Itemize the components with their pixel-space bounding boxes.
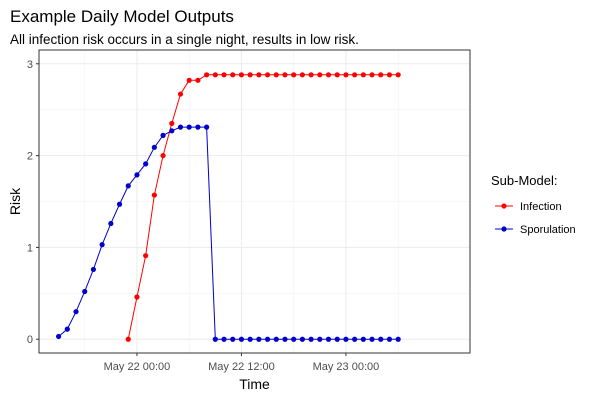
y-tick-label: 2: [27, 151, 33, 163]
infection-point: [160, 152, 166, 159]
infection-point: [221, 72, 227, 78]
infection-point: [204, 72, 210, 78]
infection-point: [299, 72, 305, 78]
infection-point: [143, 253, 149, 259]
infection-point: [282, 72, 288, 78]
infection-point: [395, 72, 401, 78]
series-layer: [55, 72, 401, 342]
sporulation-series-line: [58, 126, 399, 340]
infection-point: [134, 294, 140, 300]
grid-lines: [39, 50, 470, 353]
x-axis-title: Time: [239, 376, 270, 392]
legend: Sub-Model: Infection Sporulation: [491, 173, 576, 236]
y-axis-title: Risk: [7, 187, 23, 215]
sporulation-point: [282, 336, 288, 342]
y-tick-label: 0: [27, 334, 33, 346]
sporulation-point: [369, 336, 375, 342]
chart-title: Example Daily Model Outputs: [10, 7, 234, 26]
infection-point: [325, 72, 332, 78]
x-tick-label: May 23 00:00: [313, 361, 380, 373]
legend-key-point-sporulation: [501, 226, 507, 232]
infection-point: [256, 72, 262, 78]
sporulation-point: [291, 336, 297, 342]
plot-panel-border: [38, 49, 471, 354]
sporulation-point: [160, 132, 166, 138]
legend-title: Sub-Model:: [491, 173, 557, 188]
sporulation-point: [177, 124, 184, 130]
sporulation-point: [90, 266, 97, 273]
legend-label-infection: Infection: [520, 201, 562, 213]
infection-point: [186, 77, 192, 83]
infection-point: [343, 72, 349, 78]
sporulation-point: [99, 242, 105, 248]
infection-point: [360, 72, 366, 78]
sporulation-point: [186, 124, 192, 130]
infection-point: [247, 72, 253, 78]
sporulation-point: [386, 336, 393, 342]
y-tick-label: 3: [27, 59, 33, 71]
x-tick-label: May 22 12:00: [208, 361, 275, 373]
x-tick-label: May 22 00:00: [104, 361, 171, 373]
sporulation-point: [108, 220, 114, 227]
infection-series-line: [127, 74, 399, 340]
sporulation-point: [308, 336, 314, 342]
sporulation-point: [317, 336, 323, 342]
infection-point: [273, 72, 279, 78]
infection-point: [212, 72, 218, 78]
sporulation-point: [212, 336, 218, 342]
sporulation-point: [378, 336, 384, 342]
infection-point: [317, 72, 323, 78]
legend-key-point-infection: [501, 203, 507, 209]
sporulation-point: [221, 336, 227, 342]
sporulation-point: [169, 128, 175, 134]
infection-point: [264, 72, 271, 78]
infection-point: [369, 72, 375, 78]
sporulation-point: [273, 336, 279, 342]
chart-subtitle: All infection risk occurs in a single ni…: [10, 32, 359, 47]
y-tick-label: 1: [27, 242, 33, 254]
sporulation-point: [395, 336, 401, 342]
sporulation-point: [195, 124, 201, 130]
sporulation-point: [82, 288, 88, 295]
sporulation-point: [247, 336, 253, 342]
sporulation-point: [73, 309, 79, 315]
infection-point: [169, 120, 175, 127]
infection-point: [238, 72, 245, 78]
sporulation-point: [360, 336, 366, 342]
infection-point: [291, 72, 297, 78]
sporulation-point: [116, 201, 123, 207]
infection-point: [151, 192, 157, 198]
sporulation-point: [151, 144, 157, 150]
infection-point: [195, 77, 201, 83]
infection-point: [125, 336, 131, 342]
infection-point: [334, 72, 340, 78]
infection-point: [308, 72, 314, 78]
sporulation-point: [134, 172, 140, 178]
sporulation-point: [264, 336, 271, 342]
legend-label-sporulation: Sporulation: [520, 224, 576, 236]
sporulation-point: [238, 336, 245, 342]
infection-point: [386, 72, 393, 78]
infection-point: [230, 72, 236, 78]
sporulation-point: [334, 336, 340, 342]
sporulation-point: [230, 336, 236, 342]
sporulation-point: [343, 336, 349, 342]
sporulation-point: [325, 336, 332, 342]
infection-point: [177, 91, 184, 97]
sporulation-point: [204, 124, 210, 130]
sporulation-point: [352, 336, 358, 342]
sporulation-point: [55, 333, 62, 340]
sporulation-point: [299, 336, 305, 342]
sporulation-point: [125, 183, 131, 189]
infection-point: [378, 72, 384, 78]
sporulation-point: [256, 336, 262, 342]
infection-point: [352, 72, 358, 78]
sporulation-point: [64, 326, 70, 332]
axes-layer: 0 1 2 3 May 22 00:00 May 22 12:00 May 23 00:00…: [7, 49, 471, 392]
sporulation-point: [143, 161, 149, 167]
